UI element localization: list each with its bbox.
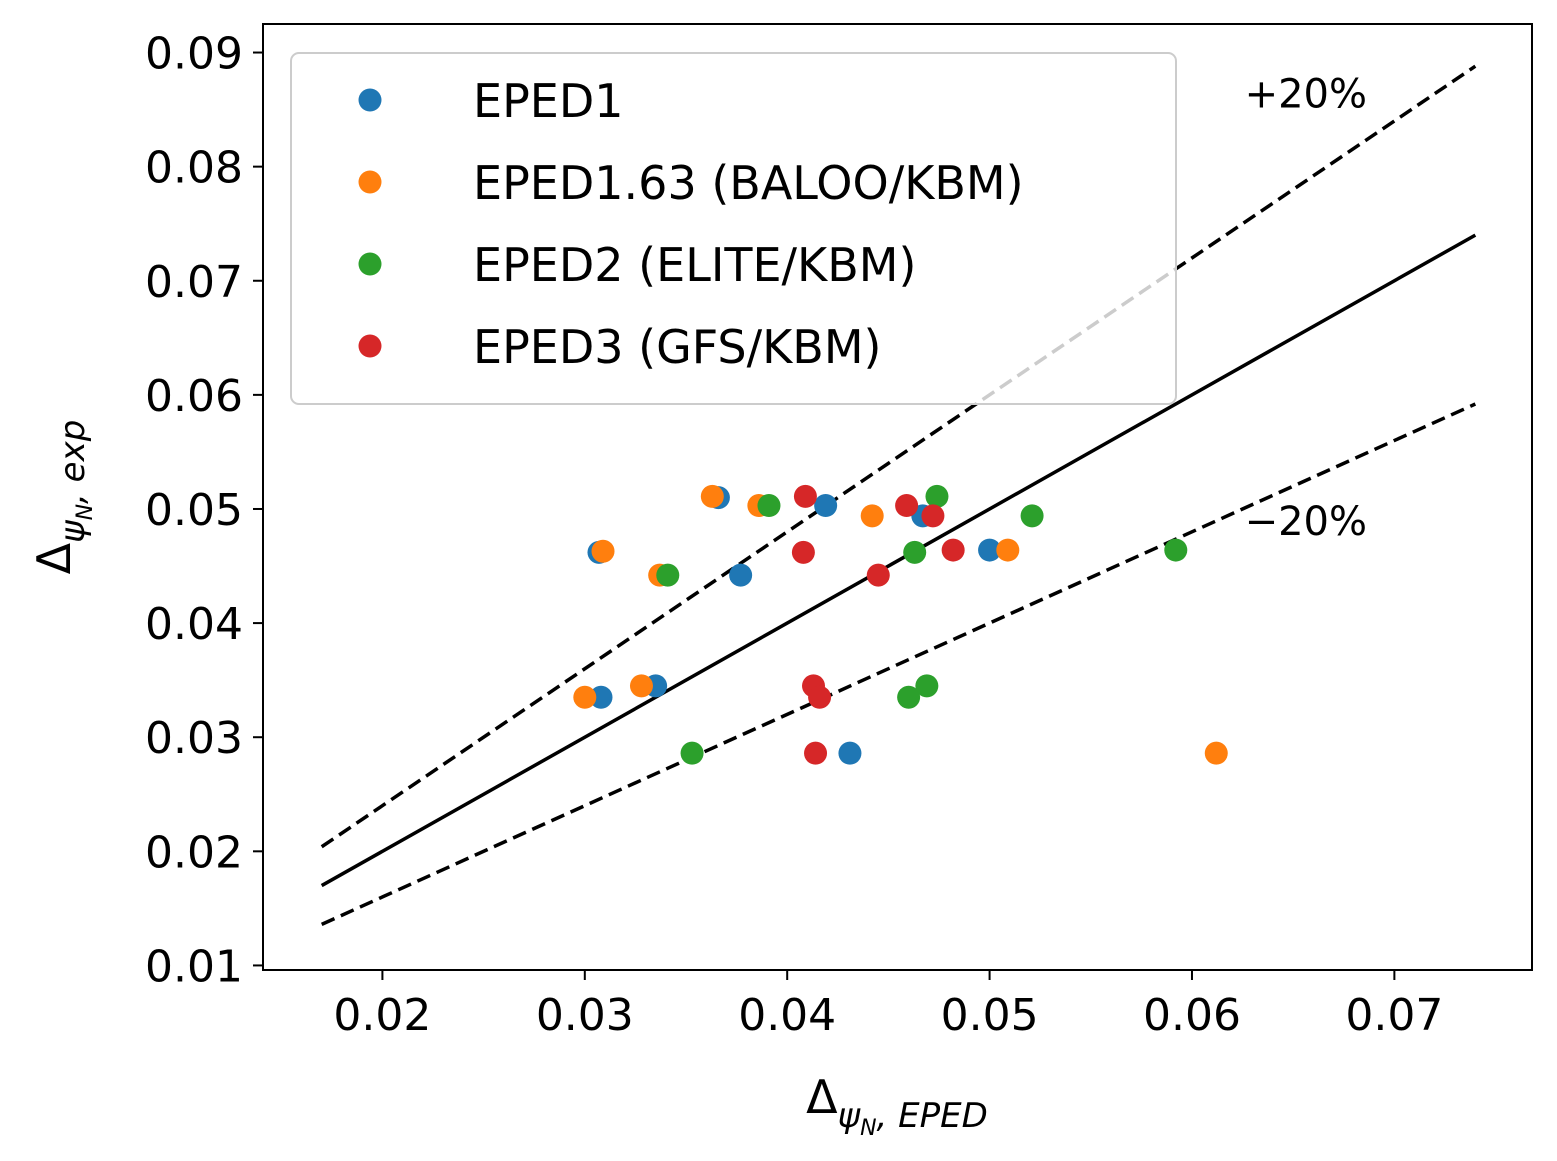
point-series-3 — [915, 674, 939, 698]
point-series-2 — [700, 484, 724, 508]
point-series-2 — [573, 685, 597, 709]
y-tick-label: 0.02 — [145, 827, 243, 878]
annotation-label: −20% — [1245, 499, 1367, 545]
point-series-2 — [860, 504, 884, 528]
point-series-4 — [793, 484, 817, 508]
legend-label: EPED3 (GFS/KBM) — [473, 320, 881, 374]
y-tick-label: 0.04 — [145, 599, 243, 650]
point-series-1 — [838, 741, 862, 765]
point-series-4 — [791, 540, 815, 564]
y-tick-label: 0.06 — [145, 371, 243, 422]
data-points — [573, 484, 1228, 765]
y-tick-label: 0.07 — [145, 257, 243, 308]
point-series-4 — [921, 504, 945, 528]
point-series-2 — [591, 539, 615, 563]
point-series-2 — [996, 538, 1020, 562]
y-tick-label: 0.05 — [145, 485, 243, 536]
x-tick-label: 0.02 — [333, 990, 431, 1041]
y-tick-label: 0.08 — [145, 143, 243, 194]
legend-marker — [358, 170, 382, 194]
point-series-4 — [866, 563, 890, 587]
plot-frame — [262, 23, 1533, 971]
point-series-4 — [895, 494, 919, 518]
point-series-3 — [757, 494, 781, 518]
x-axis-ticks: 0.02 0.03 0.04 0.05 0.06 0.07 — [333, 970, 1443, 1041]
annotation-label: +20% — [1245, 71, 1367, 117]
point-series-1 — [589, 685, 613, 709]
point-series-3 — [656, 563, 680, 587]
legend-label: EPED2 (ELITE/KBM) — [473, 238, 916, 292]
point-series-4 — [804, 741, 828, 765]
x-tick-label: 0.04 — [738, 990, 836, 1041]
point-series-3 — [897, 685, 921, 709]
y-axis-label: ΔψN, exp — [27, 420, 98, 575]
point-series-2 — [1204, 741, 1228, 765]
point-series-1 — [729, 563, 753, 587]
reference-line-identity — [320, 233, 1477, 888]
point-series-1 — [978, 538, 1002, 562]
legend-marker — [358, 334, 382, 358]
reference-line-minus-20 — [320, 402, 1477, 926]
point-series-3 — [925, 484, 949, 508]
point-series-4 — [941, 538, 965, 562]
x-tick-label: 0.07 — [1345, 990, 1443, 1041]
point-series-3 — [903, 540, 927, 564]
x-tick-label: 0.05 — [941, 990, 1039, 1041]
point-series-1 — [814, 494, 838, 518]
point-series-3 — [1164, 538, 1188, 562]
x-axis-label: ΔψN, EPED — [806, 1070, 988, 1141]
point-series-3 — [680, 741, 704, 765]
y-axis-ticks: 0.01 0.02 0.03 0.04 0.05 0.06 0.07 0.08 0.09 — [145, 29, 263, 992]
legend: EPED1 EPED1.63 (BALOO/KBM) EPED2 (ELITE/KB… — [290, 52, 1177, 405]
annotations: +20% −20% — [1245, 71, 1367, 545]
legend-marker — [358, 88, 382, 112]
x-tick-label: 0.03 — [536, 990, 634, 1041]
point-series-2 — [629, 674, 653, 698]
y-tick-label: 0.01 — [145, 941, 243, 992]
x-tick-label: 0.06 — [1143, 990, 1241, 1041]
legend-frame — [290, 52, 1177, 405]
point-series-4 — [808, 685, 832, 709]
legend-marker — [358, 252, 382, 276]
legend-label: EPED1 — [473, 74, 624, 128]
reference-lines — [320, 64, 1477, 926]
y-tick-label: 0.03 — [145, 713, 243, 764]
reference-line-plus-20 — [320, 64, 1477, 849]
point-series-3 — [1020, 504, 1044, 528]
legend-label: EPED1.63 (BALOO/KBM) — [473, 156, 1024, 210]
y-tick-label: 0.09 — [145, 29, 243, 80]
